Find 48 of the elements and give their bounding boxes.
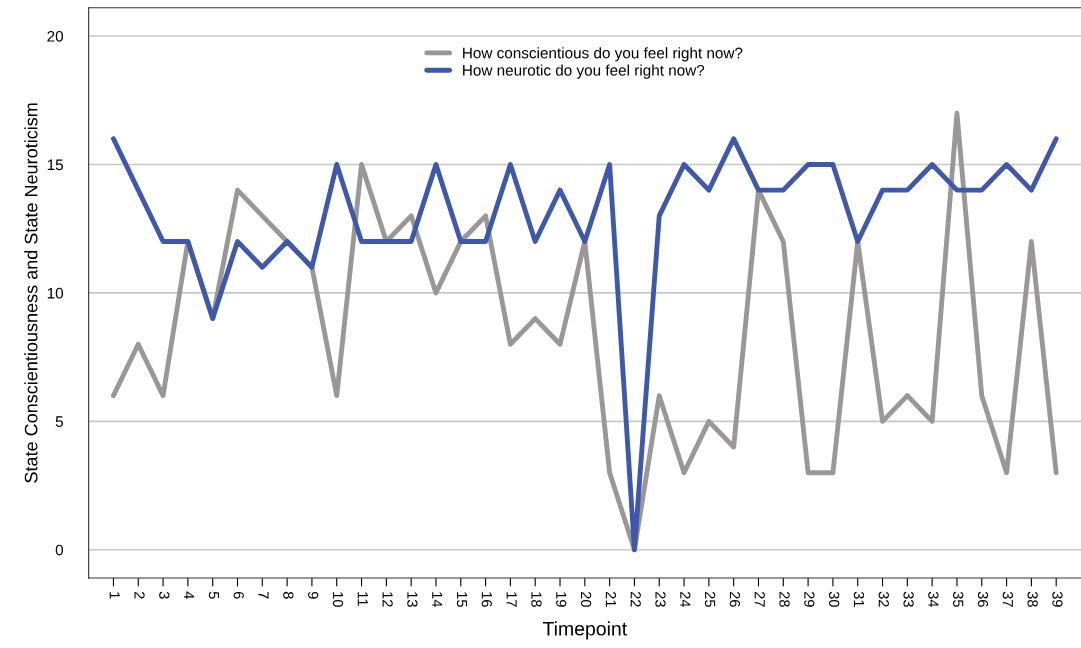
x-tick-label: 11 — [357, 592, 368, 606]
x-tick-label: 24 — [680, 591, 691, 607]
x-tick-label: 27 — [754, 591, 765, 607]
x-tick-label: 38 — [1027, 591, 1038, 607]
x-axis-title: Timepoint — [542, 621, 627, 640]
x-tick-label: 23 — [655, 591, 666, 607]
x-tick-label: 29 — [804, 591, 815, 607]
x-tick-label: 6 — [233, 591, 244, 599]
x-tick-label: 5 — [208, 591, 219, 599]
x-tick-label: 20 — [580, 591, 592, 607]
y-tick-label: 10 — [47, 287, 64, 299]
x-tick-label: 1 — [109, 592, 120, 599]
x-tick-label: 10 — [332, 592, 344, 607]
legend-label: How neurotic do you feel right now? — [463, 64, 705, 79]
x-tick-label: 31 — [853, 591, 865, 607]
x-tick-label: 21 — [605, 591, 617, 607]
y-axis-title: State Conscientiousness and State Neuroticism — [24, 103, 38, 483]
x-tick-label: 22 — [630, 591, 641, 607]
x-tick-label: 39 — [1052, 591, 1063, 607]
x-tick-label: 16 — [481, 592, 492, 607]
x-tick-label: 4 — [184, 591, 195, 599]
x-tick-label: 13 — [407, 592, 418, 607]
x-tick-label: 14 — [432, 592, 443, 607]
x-tick-label: 30 — [829, 591, 840, 607]
legend-label: How conscientious do you feel right now? — [463, 47, 743, 62]
x-tick-label: 33 — [903, 591, 914, 607]
x-tick-label: 9 — [308, 591, 319, 599]
y-tick-label: 15 — [47, 159, 63, 171]
x-tick-label: 36 — [977, 591, 989, 607]
x-tick-label: 19 — [556, 592, 567, 607]
x-tick-label: 35 — [953, 591, 964, 607]
x-tick-label: 32 — [878, 591, 889, 607]
x-tick-label: 18 — [531, 592, 542, 607]
y-tick-label: 5 — [55, 416, 63, 428]
x-tick-label: 34 — [928, 591, 939, 607]
x-tick-label: 15 — [456, 592, 468, 607]
x-tick-label: 26 — [729, 591, 741, 607]
y-tick-label: 20 — [47, 30, 64, 42]
x-tick-label: 28 — [779, 591, 790, 607]
x-tick-label: 12 — [382, 592, 393, 607]
x-tick-label: 8 — [283, 591, 294, 599]
x-tick-label: 25 — [704, 591, 716, 607]
x-tick-label: 3 — [159, 591, 170, 599]
x-tick-label: 2 — [134, 591, 145, 599]
x-tick-label: 37 — [1002, 591, 1013, 607]
y-tick-label: 0 — [55, 544, 64, 556]
x-tick-label: 17 — [506, 592, 517, 607]
x-tick-label: 7 — [258, 591, 269, 599]
